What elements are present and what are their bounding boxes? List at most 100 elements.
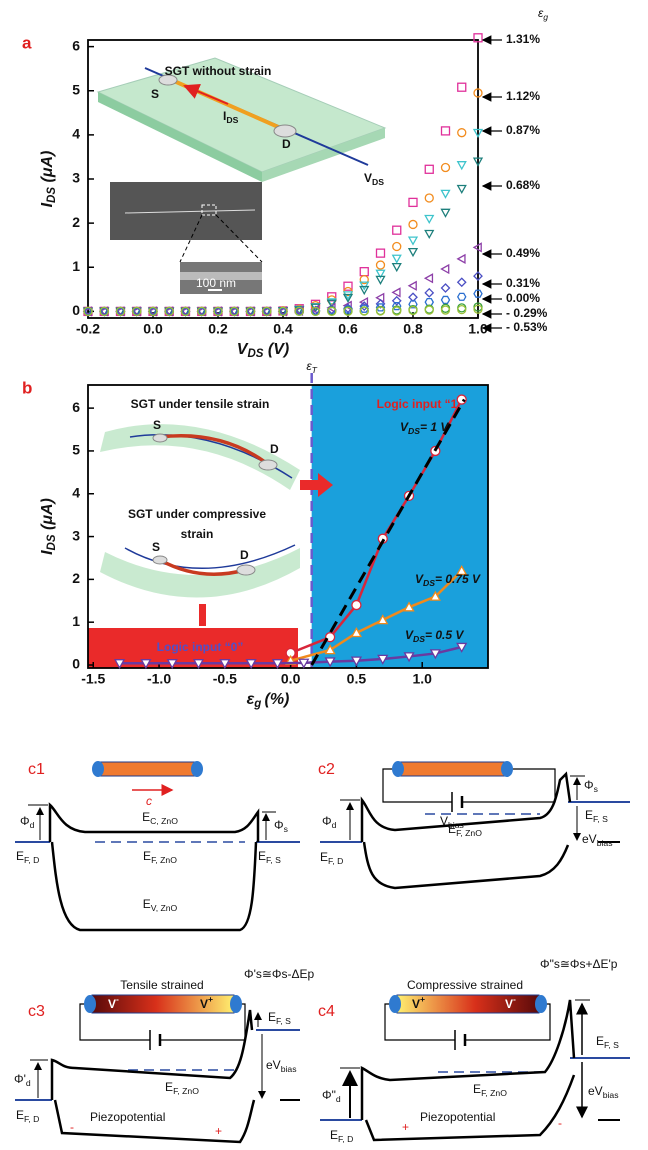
marker xyxy=(456,292,467,301)
marker xyxy=(456,277,467,288)
band-label: EF, S xyxy=(268,1010,291,1026)
marker xyxy=(457,82,467,92)
marker xyxy=(359,281,370,291)
marker xyxy=(408,305,418,316)
x-tick-label: 0.0 xyxy=(281,671,301,687)
y-tick-label: 3 xyxy=(72,527,80,543)
band-diagram: c4 Compressive strained V+ V- Φ"s≅Φs+ΔE'… xyxy=(318,957,630,1144)
marker xyxy=(343,306,353,317)
marker xyxy=(375,275,386,285)
charge-sign: - xyxy=(558,1116,562,1130)
marker xyxy=(343,281,353,291)
voltage-label: VDS xyxy=(364,171,384,187)
barrier-label: Φs xyxy=(274,818,288,834)
marker xyxy=(310,306,321,317)
panel-label: b xyxy=(22,378,32,397)
marker xyxy=(429,590,441,601)
marker xyxy=(113,659,126,670)
marker xyxy=(408,197,418,208)
marker xyxy=(213,306,223,317)
marker xyxy=(392,306,402,316)
panel-label: c4 xyxy=(318,1003,335,1020)
marker xyxy=(245,659,257,670)
pole-label: V- xyxy=(505,994,516,1011)
barrier-label: Φ"d xyxy=(322,1088,341,1104)
band-label: EF, D xyxy=(16,849,39,865)
x-tick-label: 0.8 xyxy=(403,321,423,337)
c-axis-label: c xyxy=(146,794,152,808)
marker xyxy=(424,164,434,174)
marker xyxy=(375,306,386,316)
legend-label: 0.68% xyxy=(506,178,540,192)
series-label: VDS= 0.75 V xyxy=(415,572,481,588)
marker xyxy=(180,306,191,317)
logic-label: Logic input “1” xyxy=(377,397,464,411)
drain-label: D xyxy=(240,548,249,562)
source-label: S xyxy=(151,87,159,101)
marker xyxy=(403,652,415,663)
marker xyxy=(457,304,467,315)
legend-label: 0.49% xyxy=(506,246,540,260)
marker xyxy=(375,303,386,312)
plot-frame xyxy=(87,384,489,669)
marker xyxy=(472,128,484,139)
y-tick-label: 5 xyxy=(72,442,80,458)
threshold-region xyxy=(310,373,488,668)
marker xyxy=(351,599,362,611)
piezo-label: Piezopotential xyxy=(90,1110,165,1124)
x-tick-label: 0.4 xyxy=(273,321,293,337)
band-label: EF, S xyxy=(258,849,281,865)
legend-title: εg xyxy=(538,6,548,22)
marker xyxy=(391,254,402,264)
marker xyxy=(148,306,158,317)
marker xyxy=(391,262,402,273)
marker xyxy=(375,248,386,258)
marker xyxy=(456,253,466,264)
marker xyxy=(424,287,435,298)
marker xyxy=(298,658,310,669)
marker xyxy=(140,659,152,670)
y-tick-label: 2 xyxy=(72,214,80,230)
marker xyxy=(407,247,419,258)
panel-label: c1 xyxy=(28,761,45,778)
marker xyxy=(456,394,467,405)
fit-line xyxy=(310,398,466,666)
y-axis-title: IDS (μA) xyxy=(39,151,58,208)
series-label: VDS= 0.5 V xyxy=(405,628,464,644)
x-tick-label: -0.5 xyxy=(213,671,237,687)
marker xyxy=(424,229,435,240)
marker xyxy=(359,306,369,316)
marker xyxy=(132,306,142,317)
panel-label: c3 xyxy=(28,1003,45,1020)
marker xyxy=(408,292,418,303)
marker xyxy=(164,306,174,317)
marker xyxy=(166,659,178,670)
marker xyxy=(429,649,441,660)
band-label: eVbias xyxy=(582,832,613,848)
y-tick-label: 4 xyxy=(72,126,80,142)
source-label: S xyxy=(153,418,161,432)
barrier-label: Φd xyxy=(20,814,35,830)
x-tick-label: 0.0 xyxy=(143,321,163,337)
marker xyxy=(424,214,435,225)
marker xyxy=(440,189,451,199)
marker xyxy=(342,291,354,301)
marker xyxy=(408,300,418,309)
marker xyxy=(440,162,451,173)
charge-sign: + xyxy=(402,1120,409,1134)
marker xyxy=(472,242,482,253)
marker xyxy=(359,274,369,285)
marker xyxy=(377,614,389,625)
band-label: EF, ZnO xyxy=(165,1080,199,1096)
marker xyxy=(407,236,419,246)
marker xyxy=(377,654,389,665)
inset-title: SGT under compressive xyxy=(128,507,266,521)
marker xyxy=(271,659,284,670)
marker xyxy=(440,263,450,275)
marker xyxy=(408,219,418,230)
band-diagram: c1 c Φd Φs EC, ZnO EF, ZnO EF, D EF, S E… xyxy=(15,761,300,932)
marker xyxy=(456,642,468,653)
y-tick-label: 0 xyxy=(72,302,80,318)
device-title: Tensile strained xyxy=(120,978,203,992)
x-tick-label: -1.5 xyxy=(81,671,105,687)
